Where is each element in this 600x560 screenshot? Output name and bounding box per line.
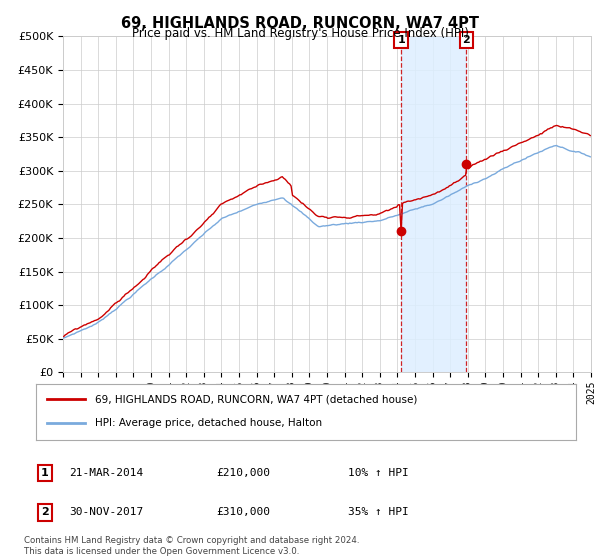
Text: £310,000: £310,000	[216, 507, 270, 517]
Text: 1: 1	[41, 468, 49, 478]
Text: 2: 2	[41, 507, 49, 517]
Text: 35% ↑ HPI: 35% ↑ HPI	[348, 507, 409, 517]
Text: HPI: Average price, detached house, Halton: HPI: Average price, detached house, Halt…	[95, 418, 323, 428]
Text: Price paid vs. HM Land Registry's House Price Index (HPI): Price paid vs. HM Land Registry's House …	[131, 27, 469, 40]
Text: 10% ↑ HPI: 10% ↑ HPI	[348, 468, 409, 478]
Text: 2: 2	[463, 35, 470, 45]
Text: 69, HIGHLANDS ROAD, RUNCORN, WA7 4PT: 69, HIGHLANDS ROAD, RUNCORN, WA7 4PT	[121, 16, 479, 31]
Bar	[401, 36, 466, 372]
Text: 69, HIGHLANDS ROAD, RUNCORN, WA7 4PT (detached house): 69, HIGHLANDS ROAD, RUNCORN, WA7 4PT (de…	[95, 394, 418, 404]
Text: 21-MAR-2014: 21-MAR-2014	[69, 468, 143, 478]
Text: £210,000: £210,000	[216, 468, 270, 478]
Text: 30-NOV-2017: 30-NOV-2017	[69, 507, 143, 517]
Text: Contains HM Land Registry data © Crown copyright and database right 2024.
This d: Contains HM Land Registry data © Crown c…	[24, 536, 359, 556]
Text: 1: 1	[397, 35, 405, 45]
